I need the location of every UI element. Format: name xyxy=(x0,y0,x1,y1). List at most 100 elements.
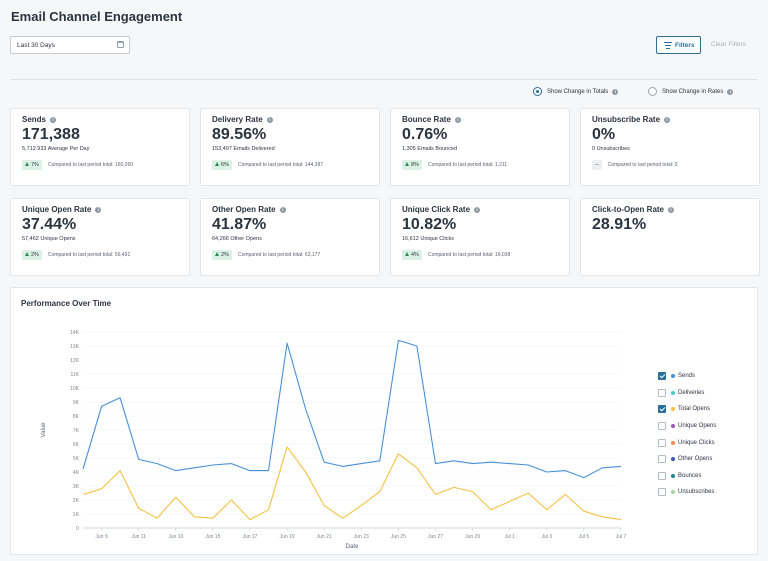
legend-item-total-opens[interactable]: Total Opens xyxy=(658,401,716,418)
card-value: 41.87% xyxy=(212,216,267,233)
arrow-up-icon xyxy=(25,162,29,166)
metric-card-delivery-rate: Delivery Rate i 89.56% 153,497 Emails Del… xyxy=(200,108,380,186)
legend-item-deliveries[interactable]: Deliveries xyxy=(658,385,716,402)
performance-chart: 0 1K 2K 3K 4K 5K 6K 7K 8K 9K 10K 11K 12K 13K 14K Jun 9 J… xyxy=(41,330,626,550)
arrow-up-icon xyxy=(405,162,409,166)
card-title: Click-to-Open Rate i xyxy=(592,205,748,214)
card-subtext: 57,462 Unique Opens xyxy=(22,236,76,242)
radio-totals[interactable] xyxy=(533,87,542,96)
legend-checkbox[interactable] xyxy=(658,422,666,431)
info-icon: i xyxy=(50,117,57,123)
y-tick-label: 0 xyxy=(76,526,79,532)
y-tick-label: 13K xyxy=(70,344,80,350)
arrow-up-icon xyxy=(215,162,219,166)
card-subtext: 5,712.933 Average Per Day xyxy=(22,146,90,152)
series-line-total-opens xyxy=(82,446,622,521)
legend-item-unique-clicks[interactable]: Unique Clicks xyxy=(658,434,716,451)
card-title: Other Open Rate i xyxy=(212,205,368,214)
y-tick-label: 9K xyxy=(73,400,80,406)
legend-dot xyxy=(671,374,675,379)
card-title: Sends i xyxy=(22,115,178,124)
info-icon: i xyxy=(612,88,619,95)
y-tick-label: 14K xyxy=(70,330,80,336)
y-axis-label: Value xyxy=(41,422,47,438)
change-badge: 8% xyxy=(402,160,422,170)
x-tick-label: Jun 25 xyxy=(391,534,406,540)
y-tick-label: 1K xyxy=(73,512,80,518)
date-range-select[interactable]: Last 30 Days xyxy=(10,36,130,54)
legend-checkbox[interactable] xyxy=(658,372,666,381)
legend-checkbox[interactable] xyxy=(658,471,666,480)
card-title: Unique Open Rate i xyxy=(22,205,178,214)
y-tick-label: 7K xyxy=(73,428,80,434)
info-icon: i xyxy=(279,207,286,213)
show-change-rates-label: Show Change in Rates xyxy=(662,88,724,95)
show-change-rates-option[interactable]: Show Change in Rates i xyxy=(648,87,734,96)
chart-legend: Sends Deliveries Total Opens Unique Open… xyxy=(658,368,716,501)
card-title: Bounce Rate i xyxy=(402,115,558,124)
x-tick-label: Jun 27 xyxy=(428,534,443,540)
clear-filters-link[interactable]: Clear Filters xyxy=(711,41,747,48)
y-tick-label: 5K xyxy=(73,456,80,462)
legend-checkbox[interactable] xyxy=(658,438,666,447)
compare-text: Compared to last period total: 16,038 xyxy=(427,252,511,258)
show-change-totals-option[interactable]: Show Change in Totals i xyxy=(533,87,619,96)
card-change: 2% Compared to last period total: 63,177 xyxy=(212,250,368,260)
card-change: 8% Compared to last period total: 1,211 xyxy=(402,160,558,170)
y-tick-label: 10K xyxy=(70,386,80,392)
change-badge: 4% xyxy=(402,250,422,260)
card-value: 37.44% xyxy=(22,216,77,233)
info-icon: i xyxy=(474,207,481,213)
x-tick-label: Jun 13 xyxy=(168,534,183,540)
change-badge: 2% xyxy=(212,250,232,260)
legend-checkbox[interactable] xyxy=(658,405,666,414)
legend-label: Other Opens xyxy=(678,456,713,463)
x-tick-label: Jul 5 xyxy=(579,534,590,540)
radio-rates[interactable] xyxy=(648,87,657,96)
card-value: 10.82% xyxy=(402,216,457,233)
legend-dot xyxy=(671,490,675,495)
legend-item-unsubscribes[interactable]: Unsubscribes xyxy=(658,484,716,501)
x-tick-label: Jul 3 xyxy=(542,534,553,540)
card-subtext: 0 Unsubscribes xyxy=(592,146,630,152)
legend-item-unique-opens[interactable]: Unique Opens xyxy=(658,418,716,435)
legend-label: Bounces xyxy=(678,472,702,479)
compare-text: Compared to last period total: 1,211 xyxy=(427,162,508,168)
legend-item-sends[interactable]: Sends xyxy=(658,368,716,385)
series-line-sends xyxy=(82,339,622,479)
info-icon: i xyxy=(95,207,102,213)
card-title: Unique Click Rate i xyxy=(402,205,558,214)
x-tick-label: Jun 21 xyxy=(317,534,332,540)
info-icon: i xyxy=(454,117,461,123)
card-change: 7% Compared to last period total: 160,260 xyxy=(22,160,178,170)
legend-checkbox[interactable] xyxy=(658,488,666,497)
card-value: 171,388 xyxy=(22,126,80,143)
legend-checkbox[interactable] xyxy=(658,388,666,397)
legend-item-other-opens[interactable]: Other Opens xyxy=(658,451,716,468)
legend-label: Unique Opens xyxy=(678,423,717,430)
card-subtext: 153,497 Emails Delivered xyxy=(212,146,275,152)
y-tick-label: 2K xyxy=(73,498,80,504)
change-badge: 2% xyxy=(22,250,42,260)
metric-card-sends: Sends i 171,388 5,712.933 Average Per Day… xyxy=(10,108,190,186)
legend-dot xyxy=(671,390,675,395)
x-tick-label: Jun 29 xyxy=(465,534,480,540)
card-value: 0.76% xyxy=(402,126,448,143)
y-tick-label: 6K xyxy=(73,442,80,448)
legend-checkbox[interactable] xyxy=(658,455,666,464)
card-change: 6% Compared to last period total: 144,387 xyxy=(212,160,368,170)
arrow-up-icon xyxy=(405,252,409,256)
page-title: Email Channel Engagement xyxy=(11,9,183,24)
y-tick-label: 8K xyxy=(73,414,80,420)
legend-item-bounces[interactable]: Bounces xyxy=(658,468,716,485)
card-subtext: 1,305 Emails Bounced xyxy=(402,146,458,152)
legend-label: Total Opens xyxy=(678,406,711,413)
metric-card-unique-open-rate: Unique Open Rate i 37.44% 57,462 Unique O… xyxy=(10,198,190,276)
filters-button-label: Filters xyxy=(675,42,695,49)
filters-button[interactable]: Filters xyxy=(656,36,701,54)
x-tick-label: Jun 23 xyxy=(354,534,369,540)
compare-text: Compared to last period total: 56,491 xyxy=(47,252,131,258)
card-change: 2% Compared to last period total: 56,491 xyxy=(22,250,178,260)
info-icon: i xyxy=(727,88,734,95)
performance-chart-panel: Performance Over Time 0 1K 2K 3K 4K 5K 6K 7K 8K 9… xyxy=(10,287,758,555)
